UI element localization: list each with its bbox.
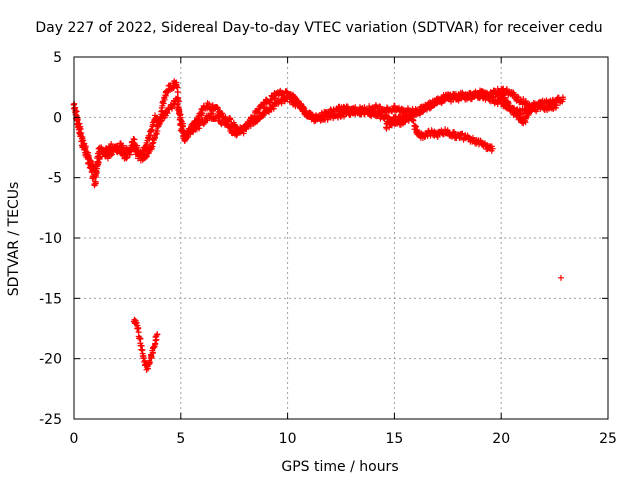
secondary-trace-point [468, 96, 475, 103]
main-trace-point [522, 97, 529, 104]
secondary-trace-point [173, 96, 180, 103]
secondary-trace-point [177, 114, 184, 121]
x-tick-label: 5 [176, 431, 185, 447]
secondary-trace-point [81, 145, 88, 152]
secondary-trace-point [92, 171, 99, 178]
dip-segment-point [153, 336, 160, 343]
main-trace-point [148, 126, 155, 133]
secondary-trace-point [133, 144, 140, 151]
y-tick-label: -10 [39, 231, 62, 247]
branch-lower-point [410, 117, 417, 124]
dip-segment-point [148, 353, 155, 360]
y-tick-label: -20 [39, 352, 62, 368]
dip-segment-point [154, 331, 161, 338]
main-trace-point [227, 116, 234, 123]
x-tick-label: 15 [385, 431, 403, 447]
secondary-trace-point [145, 150, 152, 157]
branch-upper-point [505, 100, 512, 107]
secondary-trace-point [300, 105, 307, 112]
branch-lower-point [459, 130, 466, 137]
y-tick-label: 0 [53, 110, 62, 126]
dip-segment-point [140, 355, 147, 362]
x-tick-label: 25 [599, 431, 617, 447]
secondary-trace-point [81, 140, 88, 147]
secondary-trace-point [487, 98, 494, 105]
secondary-trace-point [153, 131, 160, 138]
main-trace-point [174, 89, 181, 96]
secondary-trace-point [149, 140, 156, 147]
main-trace-point [142, 142, 149, 149]
secondary-trace-point [179, 123, 186, 130]
branch-upper-point [504, 99, 511, 106]
chart-title: Day 227 of 2022, Sidereal Day-to-day VTE… [35, 20, 602, 36]
secondary-trace-point [78, 130, 85, 137]
secondary-trace-point [552, 104, 559, 111]
secondary-trace-point [158, 115, 165, 122]
branch-lower-point [489, 145, 496, 152]
main-trace-point [366, 103, 373, 110]
main-trace-point [119, 142, 126, 149]
y-tick-label: -15 [39, 291, 62, 307]
x-tick-label: 20 [492, 431, 510, 447]
branch-upper-point [525, 108, 532, 115]
secondary-trace-point [79, 134, 86, 141]
secondary-trace-point [74, 115, 81, 122]
y-axis-label: SDTVAR / TECUs [6, 182, 22, 297]
secondary-trace-point [184, 134, 191, 141]
secondary-trace-point [270, 105, 277, 112]
secondary-trace-point [164, 110, 171, 117]
x-tick-label: 0 [70, 431, 79, 447]
y-tick-label: 5 [53, 50, 62, 66]
ticks [73, 56, 609, 420]
data-points [70, 78, 567, 373]
dip-segment-point [144, 365, 151, 372]
x-axis-label: GPS time / hours [281, 459, 398, 475]
branch-lower-point [438, 127, 445, 134]
main-trace-point [560, 96, 567, 103]
secondary-trace-point [95, 159, 102, 166]
secondary-trace-point [151, 134, 158, 141]
secondary-trace-point [123, 150, 130, 157]
secondary-trace-point [196, 125, 203, 132]
y-tick-label: -5 [48, 171, 62, 187]
secondary-trace-point [553, 102, 560, 109]
main-trace-point [160, 100, 167, 107]
secondary-trace-point [123, 155, 130, 162]
tick-labels: 0 5 10 15 20 25 5 0 -5 -10 -15 -20 -25 [39, 50, 617, 447]
secondary-trace-point [176, 106, 183, 113]
x-tick-label: 10 [279, 431, 297, 447]
branch-lower-point [449, 133, 456, 140]
secondary-trace-point [209, 110, 216, 117]
main-trace-point [144, 141, 151, 148]
isolated-point-point [558, 274, 565, 281]
main-trace-point [173, 83, 180, 90]
y-tick-label: -25 [39, 412, 62, 428]
secondary-trace-point [109, 148, 116, 155]
dip-segment-point [146, 359, 153, 366]
secondary-trace-point [489, 93, 496, 100]
secondary-trace-point [341, 113, 348, 120]
secondary-trace-point [265, 109, 272, 116]
